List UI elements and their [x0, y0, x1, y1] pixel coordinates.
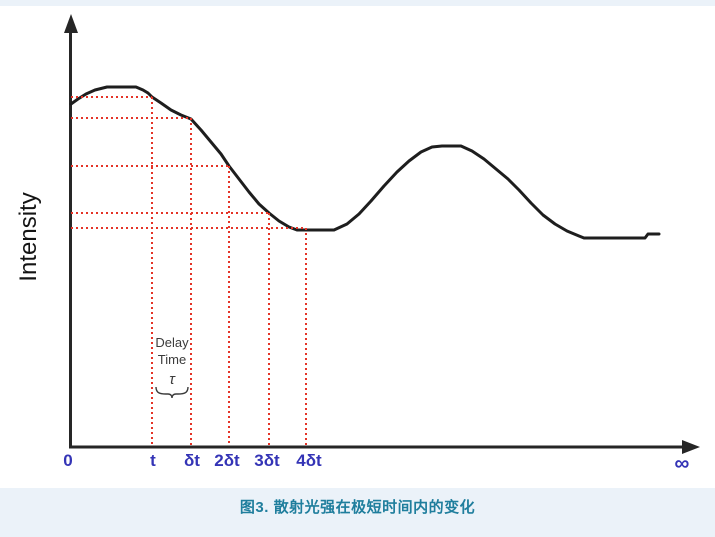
x-tick-label: ∞	[675, 452, 690, 475]
delay-time-annotation: Delay Time τ	[155, 335, 189, 399]
figure-caption: 图3. 散射光强在极短时间内的变化	[239, 499, 476, 516]
axes	[64, 14, 700, 454]
x-tick-label: 0	[63, 451, 72, 470]
caption-band: 图3. 散射光强在极短时间内的变化	[0, 488, 715, 537]
x-tick-labels: 0 t δt 2δt 3δt 4δt ∞	[63, 451, 689, 475]
intensity-curve	[69, 85, 661, 240]
x-tick-label: δt	[184, 451, 200, 470]
tau-symbol: τ	[169, 371, 176, 388]
x-axis-arrow-icon	[682, 440, 700, 454]
y-axis-arrow-icon	[64, 14, 78, 33]
delay-annotation-line1: Delay	[155, 335, 189, 350]
delay-annotation-line2: Time	[158, 352, 186, 367]
guide-lines	[71, 96, 307, 445]
underbrace-icon	[155, 386, 189, 399]
y-axis-label: Intensity	[15, 192, 42, 281]
x-tick-label: t	[150, 451, 156, 470]
intensity-curve-path	[69, 85, 661, 240]
x-tick-label: 2δt	[214, 451, 240, 470]
x-tick-label: 4δt	[296, 451, 322, 470]
x-tick-label: 3δt	[254, 451, 280, 470]
top-strip	[0, 0, 715, 6]
